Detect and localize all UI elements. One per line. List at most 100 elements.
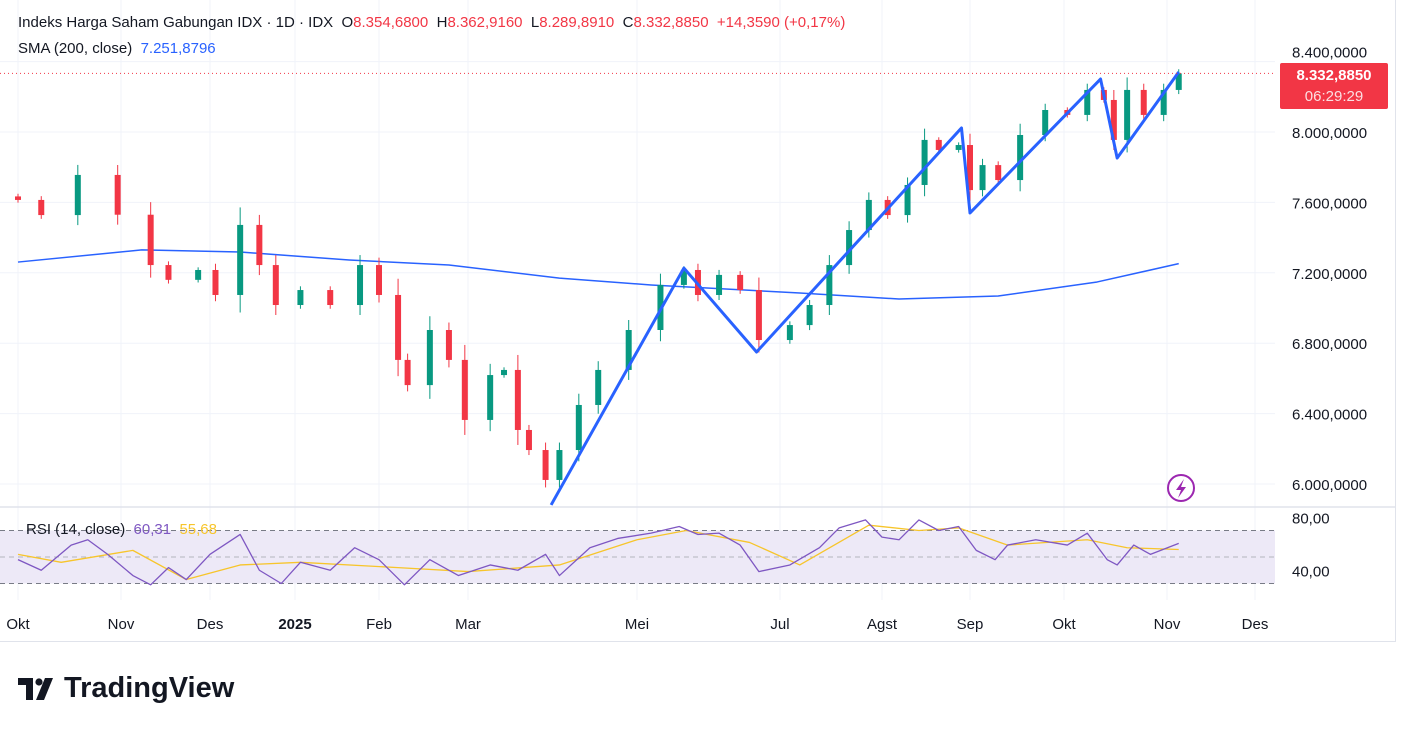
candle-body <box>487 375 494 420</box>
candle-body <box>525 429 532 451</box>
candle-body <box>1175 73 1182 90</box>
candle <box>806 299 813 331</box>
rsi-ma-value: 55,68 <box>179 521 217 538</box>
candle-body <box>921 139 928 185</box>
price-axis-label: 6.800,0000 <box>1292 336 1367 353</box>
candle <box>575 393 582 462</box>
candle <box>1160 83 1167 122</box>
candle-body <box>147 214 154 266</box>
price-axis-label: 8.400,0000 <box>1292 45 1367 62</box>
time-axis-label: Nov <box>1154 616 1181 633</box>
candle-body <box>1042 110 1049 135</box>
last-price: 8.332,8850 <box>1296 67 1372 84</box>
candle <box>786 321 793 344</box>
chart-canvas[interactable]: 8.400,0000 8.000,0000 7.600,0000 7.200,0000… <box>0 0 1400 645</box>
rsi-axis-label: 40,00 <box>1292 563 1330 580</box>
time-axis-label: Okt <box>6 616 30 633</box>
candle-body <box>212 269 219 295</box>
lightning-bolt-icon[interactable] <box>1167 474 1195 502</box>
candle <box>461 344 468 435</box>
sma-legend[interactable]: SMA (200, close) 7.251,8796 <box>18 40 216 57</box>
candle <box>38 196 45 219</box>
candle <box>755 277 762 353</box>
candle <box>74 164 81 226</box>
price-axis-label: 7.600,0000 <box>1292 195 1367 212</box>
sma-label: SMA (200, close) <box>18 40 133 57</box>
candle-body <box>786 325 793 341</box>
candle-body <box>114 174 121 215</box>
change-value: +14,3590 (+0,17%) <box>716 14 846 31</box>
chart-frame <box>0 0 1396 642</box>
rsi-legend[interactable]: RSI (14, close) 60,31 55,68 <box>26 521 217 538</box>
tradingview-logo-icon <box>18 677 53 700</box>
candle <box>556 442 563 488</box>
candle-body <box>865 199 872 231</box>
candle-body <box>461 359 468 420</box>
time-axis-label: Des <box>1242 616 1269 633</box>
time-axis-label: Jul <box>770 616 789 633</box>
symbol-title[interactable]: Indeks Harga Saham Gabungan IDX · 1D · I… <box>18 14 334 31</box>
candle-body <box>1110 99 1117 140</box>
candle <box>376 257 382 303</box>
candle <box>237 207 244 313</box>
candle-body <box>575 404 582 451</box>
candle <box>165 261 172 284</box>
open-value: 8.354,6800 <box>353 14 429 31</box>
candle-body <box>297 290 304 306</box>
candle <box>514 354 521 445</box>
candle-body <box>826 265 833 306</box>
candle <box>1140 83 1147 122</box>
candle-body <box>445 330 452 360</box>
candle-body <box>165 265 172 280</box>
candle <box>826 255 833 315</box>
candle-body <box>716 274 723 295</box>
candle <box>1084 83 1091 122</box>
candle-body <box>195 269 202 280</box>
close-value: 8.332,8850 <box>633 14 709 31</box>
symbol-legend: Indeks Harga Saham Gabungan IDX · 1D · I… <box>18 14 845 31</box>
candle-body <box>955 145 962 150</box>
candle <box>846 221 853 274</box>
candle <box>297 286 304 309</box>
high-label: H <box>436 14 448 31</box>
time-axis-label: Okt <box>1052 616 1076 633</box>
candle <box>967 133 973 202</box>
candle <box>256 214 263 276</box>
candle <box>15 193 21 203</box>
candle-body <box>376 265 382 295</box>
candle <box>327 286 334 309</box>
price-axis-label: 6.400,0000 <box>1292 407 1367 424</box>
candle-body <box>979 165 986 191</box>
candle-body <box>501 369 508 376</box>
tradingview-logo[interactable]: TradingView <box>18 672 234 705</box>
candle-body <box>1084 89 1091 115</box>
candle-body <box>967 145 973 191</box>
rsi-line <box>17 519 1179 586</box>
candle-body <box>556 450 563 480</box>
candle <box>525 424 532 456</box>
candle <box>357 255 364 315</box>
candle <box>147 202 154 278</box>
low-label: L <box>530 14 540 31</box>
rsi-label: RSI (14, close) <box>26 521 126 538</box>
candle <box>995 161 1002 184</box>
candle-body <box>404 359 411 386</box>
time-axis-label: Mar <box>455 616 481 633</box>
candle-body <box>806 305 813 326</box>
candle-body <box>395 294 402 360</box>
candle-body <box>357 265 364 306</box>
candle-body <box>256 224 263 266</box>
candle-body <box>595 369 602 405</box>
price-axis-label: 7.200,0000 <box>1292 266 1367 283</box>
candle <box>426 316 433 399</box>
price-axis-label: 8.000,0000 <box>1292 125 1367 142</box>
candle-body <box>74 174 81 216</box>
candle <box>542 442 549 488</box>
close-label: C <box>622 14 634 31</box>
candle-body <box>737 274 744 291</box>
rsi-value: 60,31 <box>133 521 172 538</box>
candle <box>445 322 452 368</box>
candle-body <box>1140 89 1147 115</box>
candle <box>625 320 632 380</box>
sma-line <box>17 249 1179 300</box>
